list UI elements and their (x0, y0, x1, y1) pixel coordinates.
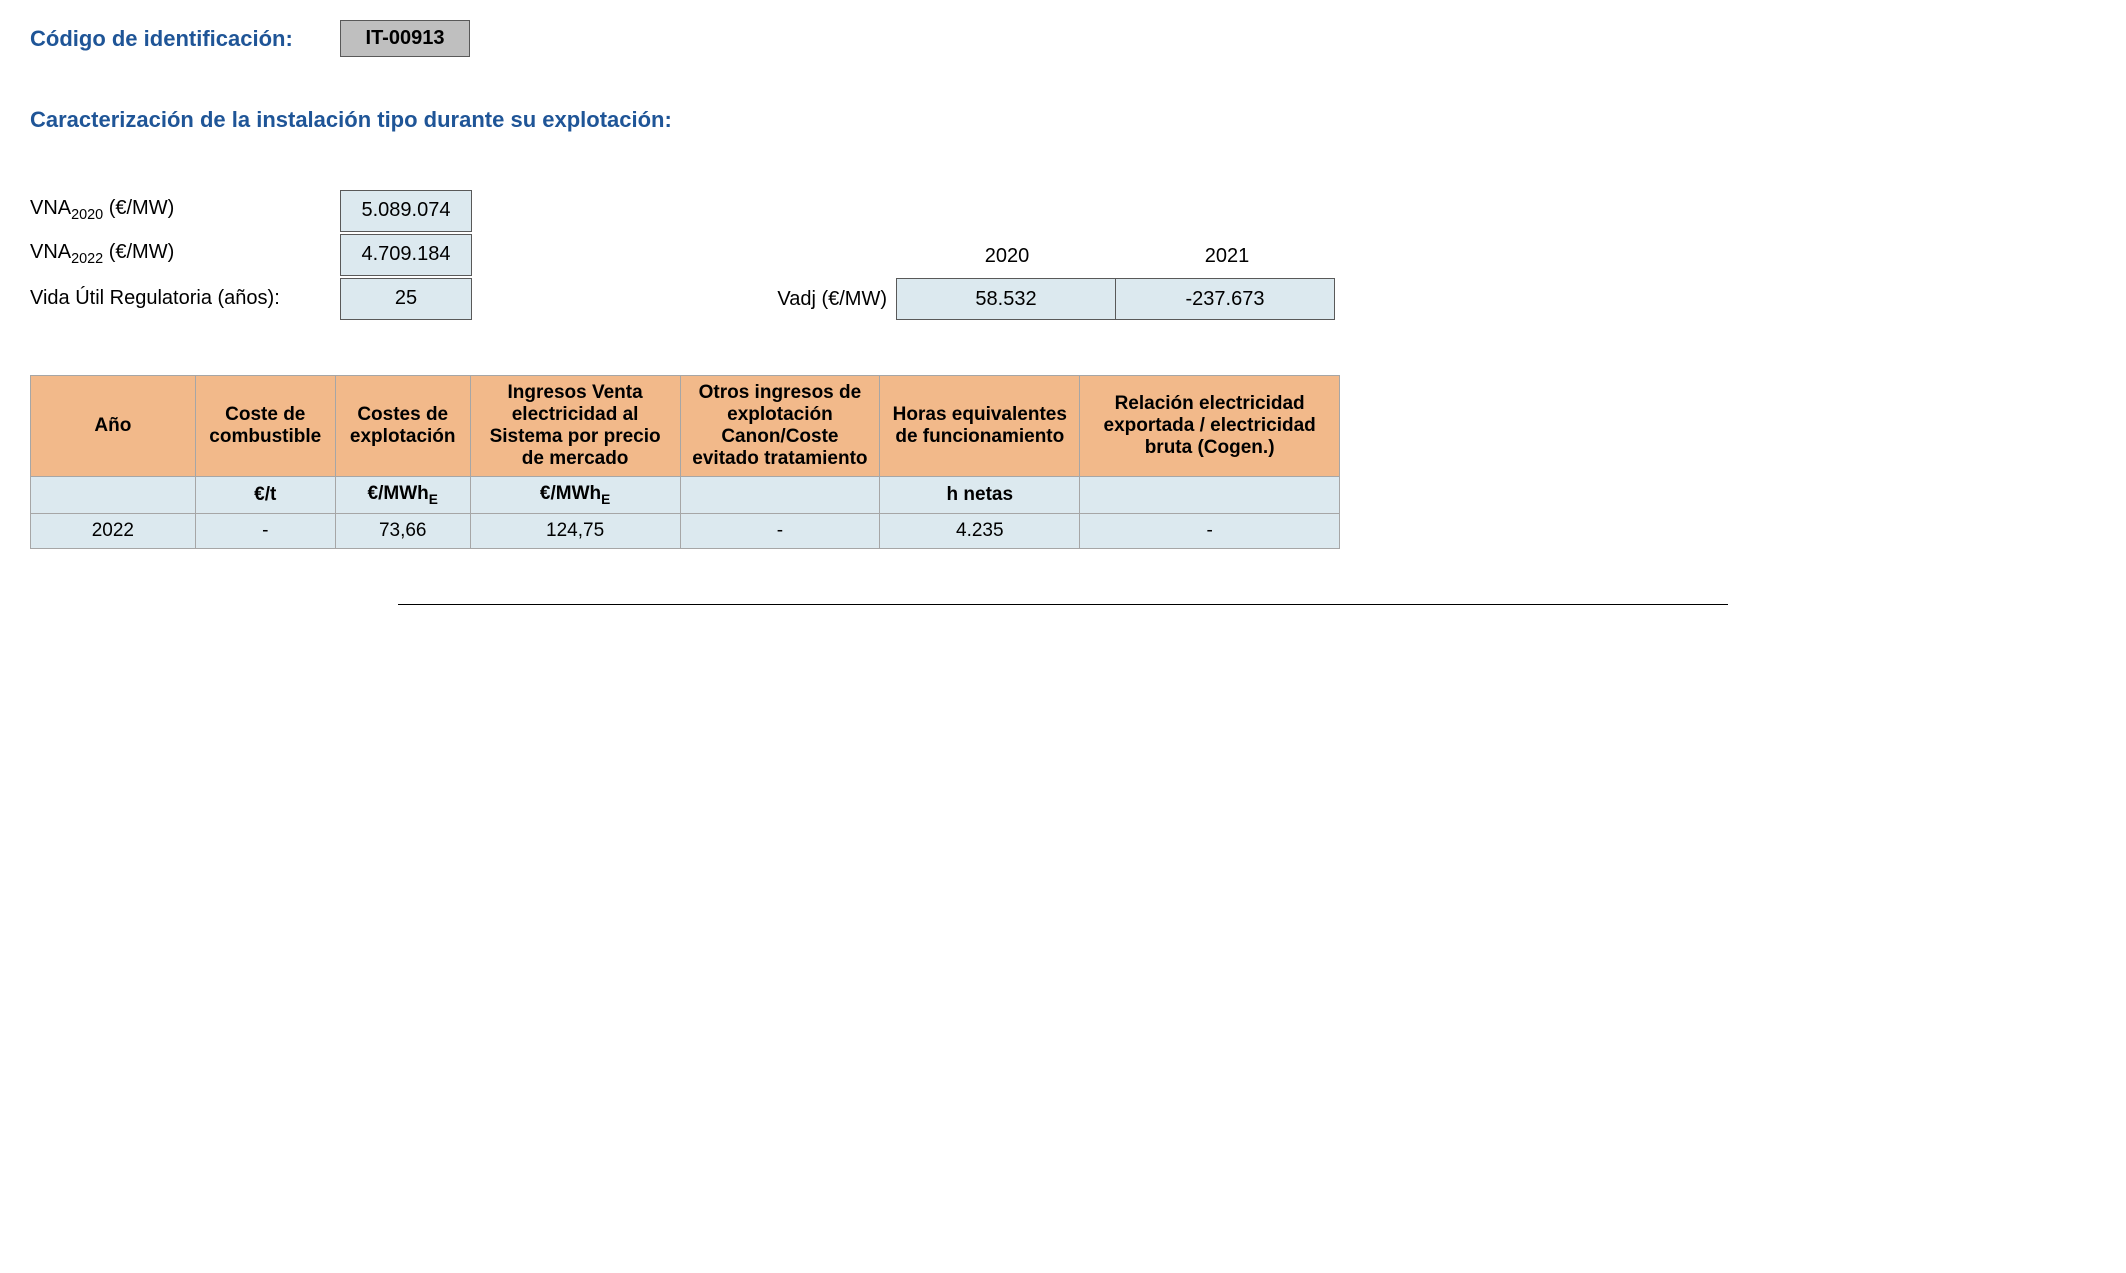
vadj-value-2020: 58.532 (896, 278, 1116, 320)
table-head: Año Coste de combustible Costes de explo… (31, 376, 1340, 477)
cell-combustible: - (195, 513, 335, 548)
vida-label: Vida Útil Regulatoria (años): (30, 287, 340, 310)
vna2020-label: VNA2020 (€/MW) (30, 197, 340, 223)
th-explotacion: Costes de explotación (335, 376, 470, 477)
header-row: Año Coste de combustible Costes de explo… (31, 376, 1340, 477)
th-ano: Año (31, 376, 196, 477)
unit-ingresos: €/MWhE (470, 477, 680, 514)
vna2020-prefix: VNA (30, 197, 71, 219)
th-ingresos-venta: Ingresos Venta electricidad al Sistema p… (470, 376, 680, 477)
cell-ingresos: 124,75 (470, 513, 680, 548)
vadj-block: 2020 2021 Vadj (€/MW) 58.532 -237.673 (772, 237, 1337, 320)
th-otros-ingresos: Otros ingresos de explotación Canon/Cost… (680, 376, 880, 477)
code-id-label: Código de identificación: (30, 26, 340, 52)
vadj-year-2021: 2021 (1117, 237, 1337, 278)
data-row: 2022 - 73,66 124,75 - 4.235 - (31, 513, 1340, 548)
vida-value: 25 (340, 278, 472, 320)
divider (398, 604, 1728, 605)
unit-combustible: €/t (195, 477, 335, 514)
th-combustible: Coste de combustible (195, 376, 335, 477)
cell-ano: 2022 (31, 513, 196, 548)
metrics-area: VNA2020 (€/MW) 5.089.074 VNA2022 (€/MW) … (30, 188, 2096, 320)
table-body: €/t €/MWhE €/MWhE h netas 2022 - 73,66 1… (31, 477, 1340, 549)
left-metrics: VNA2020 (€/MW) 5.089.074 VNA2022 (€/MW) … (30, 188, 472, 320)
vna2020-value: 5.089.074 (340, 190, 472, 232)
vida-row: Vida Útil Regulatoria (años): 25 (30, 276, 472, 320)
section-title: Caracterización de la instalación tipo d… (30, 107, 2096, 133)
cell-relacion: - (1080, 513, 1340, 548)
cell-otros: - (680, 513, 880, 548)
vna2020-row: VNA2020 (€/MW) 5.089.074 (30, 188, 472, 232)
vadj-row: Vadj (€/MW) 58.532 -237.673 (772, 278, 1337, 320)
units-row: €/t €/MWhE €/MWhE h netas (31, 477, 1340, 514)
vna2022-row: VNA2022 (€/MW) 4.709.184 (30, 232, 472, 276)
code-id-row: Código de identificación: IT-00913 (30, 20, 2096, 57)
vna2022-value: 4.709.184 (340, 234, 472, 276)
vna2022-sub: 2022 (71, 251, 103, 267)
vna2022-prefix: VNA (30, 241, 71, 263)
vadj-spacer (772, 237, 897, 278)
vna2022-suffix: (€/MW) (103, 241, 174, 263)
vadj-value-2021: -237.673 (1115, 278, 1335, 320)
vadj-years: 2020 2021 (772, 237, 1337, 278)
unit-ano (31, 477, 196, 514)
vadj-label: Vadj (€/MW) (772, 278, 897, 320)
vadj-year-2020: 2020 (897, 237, 1117, 278)
cell-horas: 4.235 (880, 513, 1080, 548)
cell-explotacion: 73,66 (335, 513, 470, 548)
unit-horas: h netas (880, 477, 1080, 514)
unit-explotacion: €/MWhE (335, 477, 470, 514)
unit-otros (680, 477, 880, 514)
th-relacion: Relación electricidad exportada / electr… (1080, 376, 1340, 477)
unit-relacion (1080, 477, 1340, 514)
vna2022-label: VNA2022 (€/MW) (30, 241, 340, 267)
vna2020-suffix: (€/MW) (103, 197, 174, 219)
code-id-value: IT-00913 (340, 20, 470, 57)
vna2020-sub: 2020 (71, 207, 103, 223)
main-table: Año Coste de combustible Costes de explo… (30, 375, 1340, 549)
th-horas: Horas equivalentes de funcionamiento (880, 376, 1080, 477)
